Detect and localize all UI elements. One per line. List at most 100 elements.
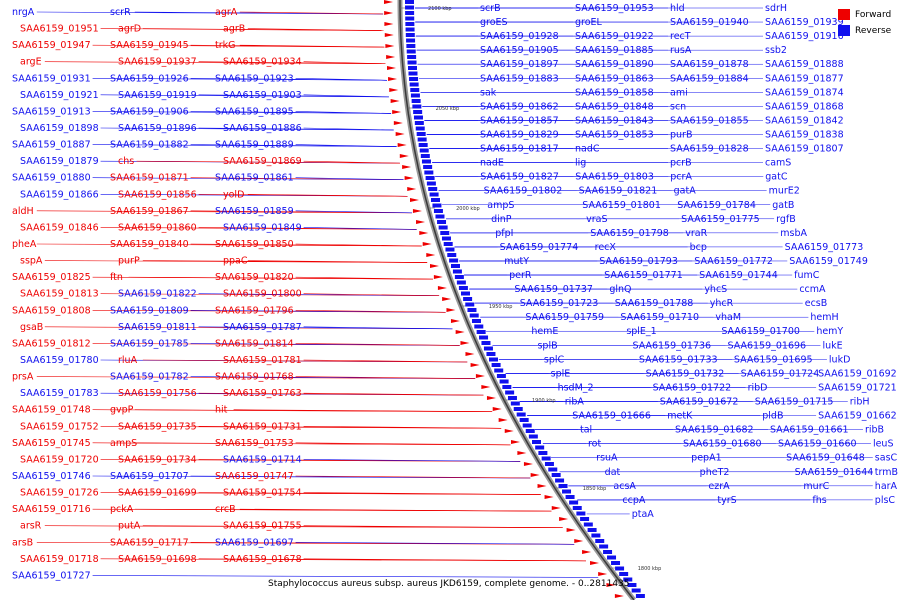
forward-gene (393, 121, 403, 125)
reverse-gene (415, 126, 425, 131)
leader-line (303, 61, 386, 65)
leader-line (295, 210, 412, 214)
forward-gene (402, 165, 412, 169)
reverse-gene (426, 181, 436, 186)
gene-label: sasC (875, 453, 898, 464)
reverse-gene (441, 236, 451, 241)
genome-backbone: 2100 kbp 2050 kbp 2000 kbp 1950 kbp 1900 kbp… (397, 0, 662, 600)
gene-label: splE_1 (626, 326, 656, 337)
reverse-gene (572, 506, 582, 510)
forward-gene (551, 506, 561, 510)
reverse-gene (531, 440, 541, 444)
gene-label: ami (670, 87, 688, 98)
gene-label: SAA6159_01780 (20, 355, 99, 366)
reverse-gene (433, 209, 443, 213)
forward-gene (614, 594, 624, 598)
reverse-gene (635, 594, 645, 598)
gene-label: vraR (685, 228, 707, 239)
gene-label: argE (20, 57, 42, 68)
reverse-gene (443, 242, 453, 246)
gene-label: SAA6159_01721 (818, 382, 897, 393)
gene-label: dinP (491, 214, 512, 225)
gene-label: nadC (575, 144, 600, 155)
gene-label: SAA6159_01937 (118, 57, 197, 68)
leader-line (295, 243, 422, 247)
backbone-tick-label: 1800 kbp (638, 566, 662, 572)
gene-label: SAA6159_01855 (670, 115, 749, 126)
forward-gene (590, 561, 600, 565)
gene-label: SAA6159_01785 (110, 338, 189, 349)
gene-label: putA (118, 521, 141, 532)
gene-label: SAA6159_01648 (786, 453, 865, 464)
gene-label: SAA6159_01919 (118, 90, 197, 101)
gene-label: ptaA (632, 509, 655, 520)
gene-label: SAA6159_01916 (765, 31, 844, 42)
forward-gene (442, 297, 452, 301)
forward-gene (517, 451, 527, 455)
gene-label: ribA (565, 397, 585, 408)
gene-label: SAA6159_01771 (604, 270, 683, 281)
reverse-gene (471, 319, 481, 323)
gene-label: SAA6159_01707 (110, 471, 189, 482)
reverse-gene (551, 473, 561, 477)
reverse-gene (408, 71, 418, 76)
gene-label: SAA6159_01869 (223, 156, 302, 167)
leader-line (136, 160, 400, 164)
forward-gene (598, 572, 608, 576)
gene-label: yhcR (710, 298, 734, 309)
gene-label: SAA6159_01947 (12, 40, 91, 51)
gene-label: SAA6159_01781 (223, 355, 302, 366)
gene-label: SAA6159_01666 (572, 411, 651, 422)
leader-line (303, 359, 468, 363)
backbone-tick-label: 2050 kbp (436, 106, 460, 112)
reverse-gene (558, 484, 568, 488)
forward-gene (450, 319, 460, 323)
leader-line (295, 144, 397, 147)
leader-lines (36, 7, 873, 578)
reverse-gene (413, 115, 423, 120)
forward-gene (460, 341, 470, 345)
gene-label: SAA6159_01820 (215, 272, 294, 283)
gene-label: SAA6159_01727 (12, 570, 91, 581)
gene-label: SAA6159_01858 (575, 87, 654, 98)
gene-label: pcrA (670, 172, 692, 183)
gene-label: SAA6159_01829 (480, 129, 559, 140)
reverse-gene (465, 302, 475, 307)
gene-label: SAA6159_01809 (110, 305, 189, 316)
gene-label: camS (765, 158, 791, 169)
forward-gene (397, 143, 407, 147)
gene-label: crcB (215, 504, 236, 515)
gene-label: dat (605, 467, 621, 478)
gene-label: tal (580, 425, 592, 436)
gene-label: SAA6159_01803 (575, 172, 654, 183)
gene-label: SAA6159_01726 (20, 488, 99, 499)
gene-label: ribB (865, 425, 884, 436)
reverse-gene (452, 269, 462, 274)
leader-line (295, 376, 476, 379)
gene-label: SAA6159_01856 (118, 189, 197, 200)
gene-label: ribD (748, 382, 768, 393)
legend-forward: Forward (838, 8, 891, 21)
gene-label: SAA6159_01905 (480, 45, 559, 56)
gene-label: SAA6159_01951 (20, 24, 99, 35)
gene-label: SAA6159_01828 (670, 144, 749, 155)
gene-label: SAA6159_01720 (20, 454, 99, 465)
gene-label: hsdM_2 (558, 382, 594, 393)
reverse-gene (406, 44, 416, 48)
gene-label: SAA6159_01897 (480, 59, 559, 70)
forward-gene (384, 11, 394, 15)
gene-label: hemE (531, 326, 558, 337)
reverse-gene (603, 550, 613, 554)
gene-label: SAA6159_01882 (110, 140, 189, 151)
reverse-gene (421, 159, 431, 164)
leader-line (247, 28, 384, 31)
leader-line (303, 94, 389, 98)
reverse-swatch (838, 25, 850, 36)
gene-label: SAA6159_01880 (12, 173, 91, 184)
forward-gene (465, 352, 475, 356)
reverse-gene (424, 170, 434, 175)
gene-label: plsC (875, 495, 896, 506)
reverse-gene (576, 511, 586, 516)
backbone-tick-label: 2000 kbp (456, 206, 480, 212)
